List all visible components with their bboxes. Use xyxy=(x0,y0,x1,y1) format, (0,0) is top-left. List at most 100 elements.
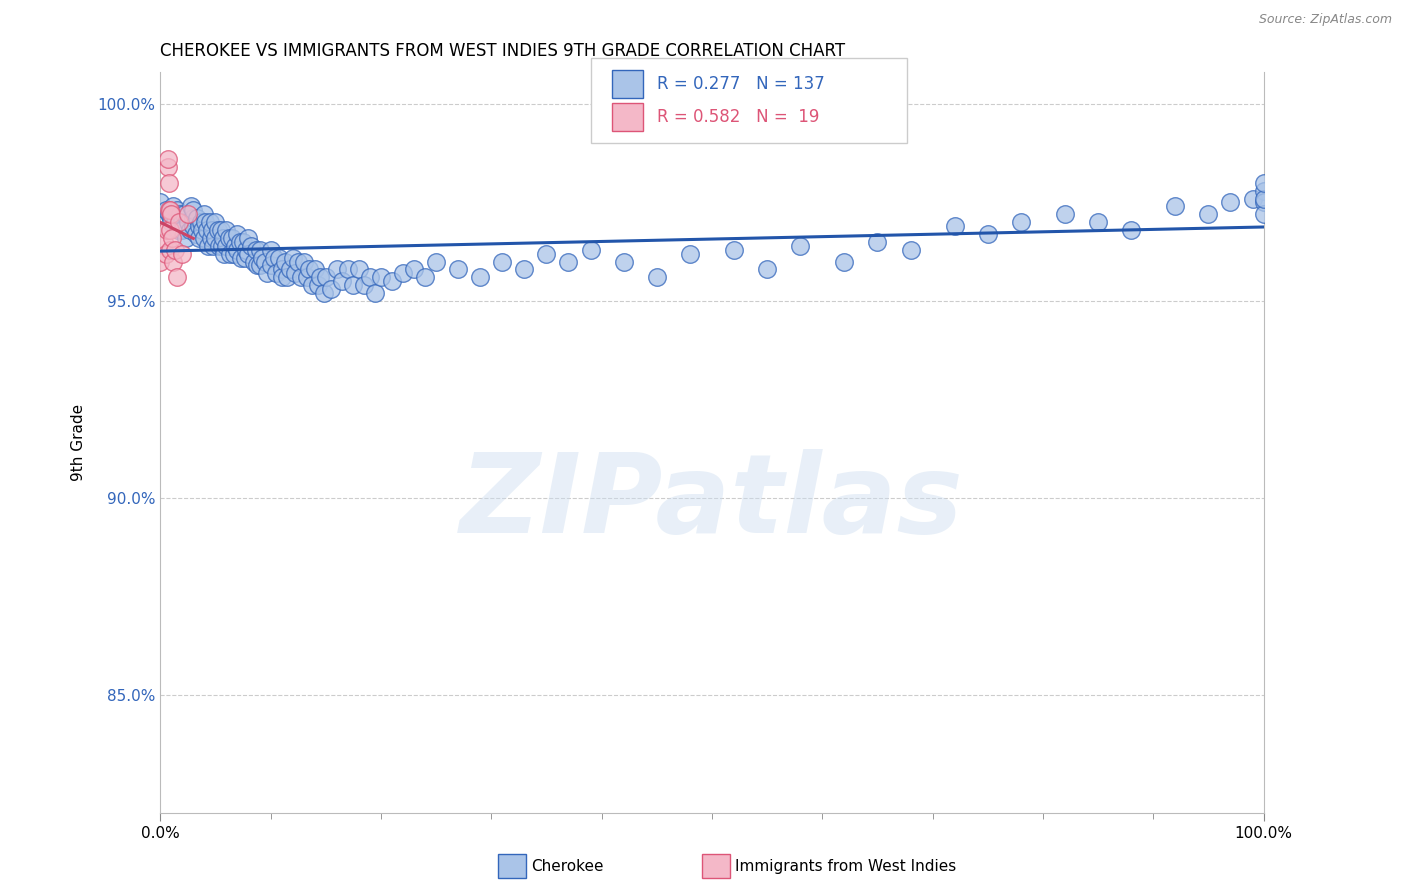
Point xyxy=(238,246,260,260)
Point xyxy=(186,211,208,226)
Point xyxy=(370,270,392,285)
Point xyxy=(254,254,277,268)
Point xyxy=(309,270,332,285)
Point xyxy=(287,254,309,268)
Point xyxy=(402,262,425,277)
Point xyxy=(228,235,250,249)
Point xyxy=(238,231,260,245)
Point xyxy=(342,278,364,293)
Point xyxy=(235,243,257,257)
Point xyxy=(218,246,240,260)
Text: CHEROKEE VS IMMIGRANTS FROM WEST INDIES 9TH GRADE CORRELATION CHART: CHEROKEE VS IMMIGRANTS FROM WEST INDIES … xyxy=(160,42,845,60)
Point xyxy=(187,231,209,245)
Point xyxy=(224,239,246,253)
Point xyxy=(943,219,966,233)
Point xyxy=(249,243,271,257)
Point xyxy=(209,223,232,237)
Point xyxy=(256,266,278,280)
Point xyxy=(194,215,217,229)
Point xyxy=(292,254,315,268)
Point xyxy=(832,254,855,268)
Point xyxy=(392,266,415,280)
Point xyxy=(679,246,702,260)
Point xyxy=(149,254,172,268)
Point xyxy=(1253,207,1275,221)
Point xyxy=(470,270,492,285)
Point xyxy=(304,262,326,277)
Point xyxy=(207,223,229,237)
Point xyxy=(281,251,304,265)
Point xyxy=(162,254,184,268)
Point xyxy=(155,246,177,260)
Point xyxy=(977,227,1000,241)
Point xyxy=(381,274,404,288)
Point xyxy=(202,239,225,253)
Point xyxy=(152,235,174,249)
Point xyxy=(160,211,183,226)
Point xyxy=(200,231,222,245)
Point xyxy=(1197,207,1219,221)
Point xyxy=(249,259,271,273)
Point xyxy=(789,239,811,253)
Point xyxy=(723,243,745,257)
Point xyxy=(298,262,321,277)
Point xyxy=(1253,192,1275,206)
Point xyxy=(221,231,243,245)
Point xyxy=(224,246,246,260)
Point xyxy=(1241,192,1264,206)
Point xyxy=(177,215,200,229)
Point xyxy=(159,243,181,257)
Point xyxy=(212,246,235,260)
Point xyxy=(162,199,184,213)
Point xyxy=(167,215,190,229)
Point xyxy=(159,203,181,218)
Point xyxy=(181,211,204,226)
Point xyxy=(579,243,602,257)
Point xyxy=(181,203,204,218)
Point xyxy=(157,207,180,221)
Point xyxy=(226,227,249,241)
Point xyxy=(364,286,387,301)
Text: Source: ZipAtlas.com: Source: ZipAtlas.com xyxy=(1258,13,1392,27)
Point xyxy=(536,246,558,260)
Point xyxy=(169,207,191,221)
Point xyxy=(359,270,381,285)
Point xyxy=(157,203,180,218)
Point xyxy=(172,223,194,237)
Point xyxy=(211,239,233,253)
Point xyxy=(218,231,240,245)
Point xyxy=(491,254,513,268)
Point xyxy=(163,215,186,229)
Point xyxy=(155,203,177,218)
Point xyxy=(250,251,273,265)
Point xyxy=(198,215,221,229)
Point xyxy=(330,274,353,288)
Point xyxy=(226,243,249,257)
Point xyxy=(173,207,195,221)
Point xyxy=(315,270,337,285)
Point xyxy=(156,152,179,166)
Point xyxy=(353,278,375,293)
Point xyxy=(229,251,252,265)
Point xyxy=(160,207,183,221)
Point xyxy=(174,231,197,245)
Text: R = 0.277   N = 137: R = 0.277 N = 137 xyxy=(657,75,824,93)
Point xyxy=(204,215,226,229)
Point xyxy=(193,207,215,221)
Point xyxy=(1010,215,1032,229)
Point xyxy=(1253,195,1275,210)
Point xyxy=(208,239,231,253)
Point xyxy=(149,195,172,210)
Point xyxy=(172,246,194,260)
Point xyxy=(259,243,281,257)
Point xyxy=(259,259,281,273)
Point xyxy=(215,239,238,253)
Point xyxy=(301,278,323,293)
Point xyxy=(157,176,180,190)
Point xyxy=(756,262,779,277)
Point xyxy=(163,243,186,257)
Point xyxy=(166,270,188,285)
Point xyxy=(246,259,269,273)
Point xyxy=(276,270,298,285)
Point xyxy=(270,262,292,277)
